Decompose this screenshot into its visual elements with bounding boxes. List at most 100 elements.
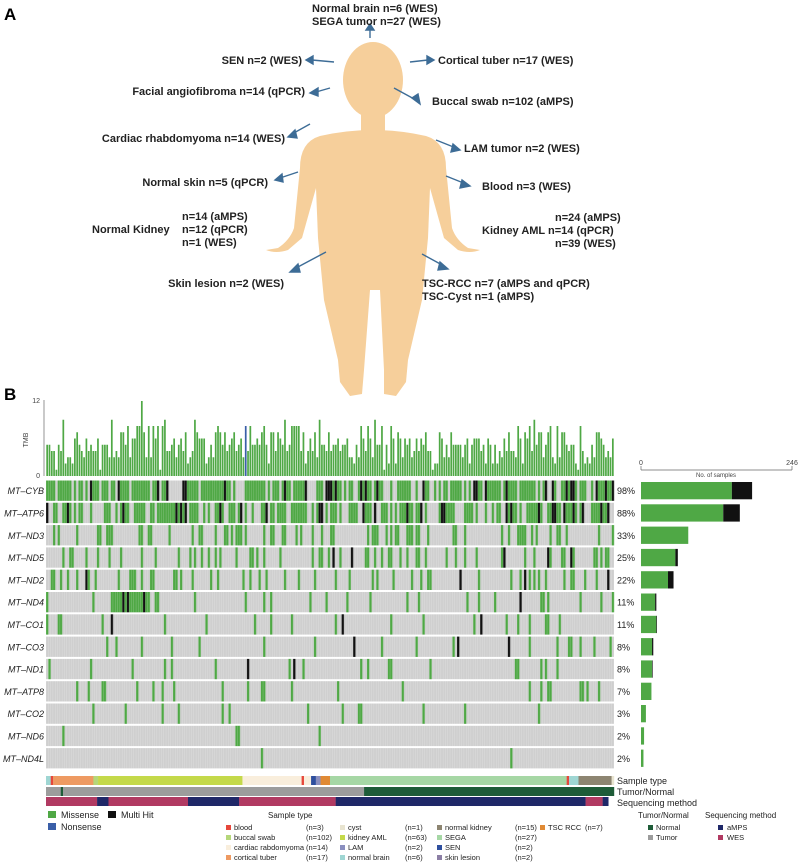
cell-missense [177,703,181,724]
legend-swatch-tumor-normal [648,835,653,840]
cell-missense [410,569,414,590]
cell-missense [549,547,552,568]
cell-missense [424,480,428,501]
sample-bar-missense [641,571,669,589]
sample-bar-missense [641,638,653,656]
tmb-bar [325,451,328,476]
cell-missense [311,525,315,546]
legend-sample-type-count: (n=1) [405,823,423,832]
cell-multi-hit [544,480,548,501]
cell-missense [475,547,478,568]
annotation-kidney-aml-values-line-2: n=39 (WES) [555,238,616,250]
cell-missense [50,480,54,501]
cell-missense [177,547,181,568]
tmb-bar [374,419,376,476]
cell-missense [463,525,467,546]
sample-type-segment [53,776,94,785]
tmb-bar [244,426,247,476]
sequencing-method-segment [97,797,109,806]
annotation-sen-line-0: SEN n=2 (WES) [222,55,303,67]
cell-missense [567,636,571,657]
cell-missense [403,502,407,524]
tmb-bar [454,444,457,476]
legend-swatch-sample-type [437,845,442,850]
cell-missense [103,480,107,501]
tmb-bar [76,432,79,476]
tmb-bar [263,426,266,476]
legend-sample-type-label: cortical tuber [234,853,277,862]
cell-multi-hit [334,480,338,501]
tmb-bar [113,457,115,476]
cell-missense [299,502,303,524]
cell-missense [170,636,174,657]
cell-missense [609,480,612,501]
cell-missense [510,748,513,769]
cell-missense [463,547,467,568]
legend-sample-type-count: (n=17) [306,853,328,862]
cell-missense [251,502,255,524]
cell-missense [454,525,458,546]
cell-missense [521,525,525,546]
tmb-bar [542,457,545,476]
cell-missense [537,703,541,724]
cell-missense [570,569,573,590]
tmb-bar [180,438,182,476]
cell-multi-hit [565,480,569,501]
tmb-bar [99,469,102,476]
cell-missense [593,636,596,657]
tmb-bar [521,463,524,476]
cell-missense [390,658,393,680]
cell-missense [306,703,310,724]
cell-missense [99,525,102,546]
cell-missense [510,480,513,501]
legend-swatch-multi-hit [108,811,116,818]
cell-missense [563,480,566,501]
tmb-bar [595,432,598,476]
tmb-bar [164,419,166,476]
legend-label-mutation: Missense [61,810,99,820]
sample-type-segment [320,776,331,785]
cell-missense [52,569,56,590]
tmb-bar [200,438,203,476]
cell-missense [590,502,594,524]
gene-percent: 3% [617,709,630,719]
cell-missense [547,614,550,635]
tmb-bar [196,432,199,476]
legend-title-sequencing-method: Sequencing method [705,811,776,820]
cell-missense [450,502,453,524]
cell-multi-hit [293,658,296,680]
tmb-bar [203,438,206,476]
cell-multi-hit [219,502,222,524]
legend-swatch-sample-type [340,825,345,830]
percent-labels: 98% 88% 33% 25% 22% 11% 11% 8% 8% 7% 3% 2% 2% [617,486,635,764]
tmb-bar [554,463,556,476]
cell-missense [406,480,409,501]
cell-missense [57,480,61,501]
tmb-bar [584,463,586,476]
cell-missense [290,502,294,524]
oncoplot-matrix [45,480,615,770]
gene-label: MT–ND2 [8,575,44,585]
tmb-bar [277,432,279,476]
cell-missense [186,480,190,501]
cell-missense [145,592,148,613]
cell-missense [207,480,211,501]
cell-missense [597,480,601,501]
cell-missense [244,592,248,613]
tmb-bar [106,444,109,476]
cell-missense [85,547,88,568]
cell-missense [112,592,116,613]
cell-missense [57,614,61,635]
sample-bar-multi-hit [655,593,657,611]
cell-missense [408,525,412,546]
tmb-bar [383,469,386,476]
sample-bar-missense [641,660,653,678]
cell-missense [281,525,285,546]
sample-type-segment [311,776,316,785]
cell-missense [394,525,398,546]
cell-multi-hit [519,592,522,613]
sample-type-segment [611,776,615,785]
cell-missense [574,502,578,524]
cell-multi-hit [373,502,377,524]
cell-missense [80,480,84,501]
